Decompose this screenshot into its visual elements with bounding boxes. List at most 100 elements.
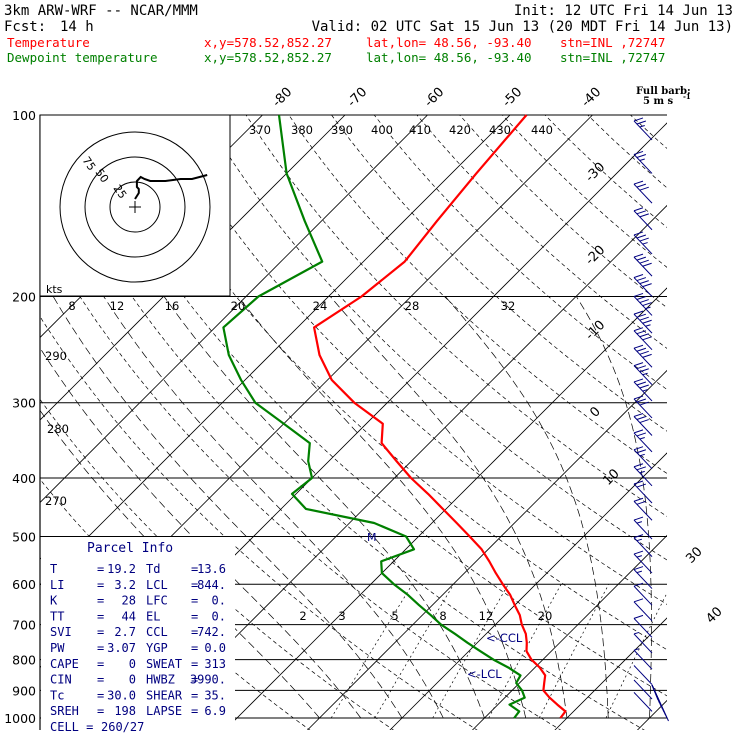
barb-full-feather <box>636 466 647 471</box>
barb-full-feather <box>639 419 649 424</box>
barb-full-feather <box>639 333 649 338</box>
wind-barb <box>633 378 653 402</box>
dry-adiabat <box>203 115 667 561</box>
barb-full-feather <box>636 381 647 386</box>
wind-barb <box>633 207 653 231</box>
barb-shaft <box>633 416 653 436</box>
isotherm-label: 30 <box>683 544 705 566</box>
barb-full-feather <box>636 296 647 300</box>
barb-legend: Full barb: 5 m s -1 <box>636 86 691 107</box>
barb-full-feather <box>642 336 652 341</box>
barb-full-feather <box>633 327 644 332</box>
barb-full-feather <box>633 463 644 468</box>
barb-full-feather <box>633 550 644 555</box>
hodograph-ring <box>84 156 186 258</box>
wind-barb <box>633 679 653 700</box>
barb-full-feather <box>639 186 649 191</box>
barb-full-feather <box>636 183 647 188</box>
pressure-label: 500 <box>12 529 36 544</box>
barb-half-feather <box>633 631 640 635</box>
parcel-eq: = <box>191 657 198 671</box>
barb-shaft <box>633 618 653 638</box>
wind-barb <box>633 582 653 606</box>
parcel-key: LFC <box>146 594 168 608</box>
isotherm-label: 0 <box>587 404 603 420</box>
parcel-value: 6.9 <box>204 704 226 718</box>
wind-barb <box>633 231 653 255</box>
theta-label: 270 <box>45 494 67 508</box>
parcel-eq: = <box>191 673 198 687</box>
mixing-ratio-line <box>374 584 455 719</box>
barb-shaft <box>633 665 653 685</box>
barb-half-feather <box>636 521 643 524</box>
isotherm-label: -10 <box>583 318 609 344</box>
barb-full-feather <box>639 213 649 218</box>
parcel-eq: = <box>97 641 104 655</box>
parcel-eq: = <box>191 562 198 576</box>
isotherm-label: 10 <box>600 466 622 488</box>
parcel-key: CELL = <box>50 720 93 734</box>
wind-barb <box>633 550 653 574</box>
barb-half-feather <box>639 158 645 161</box>
parcel-key: SREH <box>50 704 79 718</box>
barb-full-feather <box>636 449 647 454</box>
barb-full-feather <box>636 432 647 437</box>
barb-legend-title: Full barb: <box>636 86 691 97</box>
isotherm <box>40 115 429 504</box>
barb-full-feather <box>636 313 647 318</box>
parcel-eq: = <box>97 688 104 702</box>
hodograph-ring <box>59 131 211 283</box>
wind-barb <box>633 692 653 712</box>
barb-full-feather <box>636 398 647 403</box>
barb-full-feather <box>639 368 649 373</box>
forecast-hour: 14 h <box>60 19 94 35</box>
isotherm-label: -70 <box>345 85 371 111</box>
parcel-info-title: Parcel Info <box>87 541 173 556</box>
dry-adiabat <box>373 115 667 390</box>
parcel-eq: = <box>97 594 104 608</box>
parcel-key: CIN <box>50 673 72 687</box>
mixing-ratio-lines <box>330 584 667 719</box>
parcel-eq: = <box>97 657 104 671</box>
wind-barb <box>633 327 653 351</box>
theta-label: 410 <box>409 123 431 137</box>
barb-full-feather <box>633 344 644 349</box>
barb-shaft <box>633 649 653 670</box>
barb-half-feather <box>636 538 643 542</box>
barb-full-feather <box>636 120 647 125</box>
theta-label: 400 <box>371 123 393 137</box>
wind-barb <box>633 274 653 297</box>
dry-adiabat <box>40 227 562 730</box>
dry-adiabat <box>160 115 667 605</box>
parcel-key: LCL <box>146 578 168 592</box>
parcel-eq: = <box>191 625 198 639</box>
wind-barb <box>633 310 653 334</box>
parcel-value: 2.7 <box>114 625 136 639</box>
parcel-value: 0.0 <box>204 641 226 655</box>
barb-half-feather <box>645 306 651 310</box>
scale-label: 20 <box>231 299 246 313</box>
barb-full-feather <box>636 256 647 261</box>
parcel-eq: = <box>191 594 198 608</box>
legend-dewpoint-location: x,y=578.52,852.27 <box>204 50 332 65</box>
barb-full-feather <box>636 500 647 505</box>
wind-barb <box>633 631 653 654</box>
barb-shaft <box>633 553 653 574</box>
isotherm <box>40 115 346 421</box>
wind-barb <box>633 362 653 385</box>
valid-time: Valid: 02 UTC Sat 15 Jun 13 (20 MDT Fri … <box>312 19 733 35</box>
mixing-ratio-line <box>330 584 413 719</box>
parcel-value: 0. <box>212 594 226 608</box>
barb-half-feather <box>642 389 648 392</box>
isotherm-label: -30 <box>583 160 609 186</box>
barb-half-feather <box>636 555 643 558</box>
wind-barb <box>633 253 653 277</box>
isotherm-label: -20 <box>583 243 609 269</box>
mixing-ratio-line <box>605 592 667 719</box>
barb-full-feather <box>642 283 652 288</box>
parcel-eq: = <box>97 609 104 623</box>
isotherm <box>636 699 667 730</box>
dry-adiabat <box>587 115 667 189</box>
parcel-value: 844. <box>197 578 226 592</box>
pressure-label: 400 <box>12 471 36 486</box>
